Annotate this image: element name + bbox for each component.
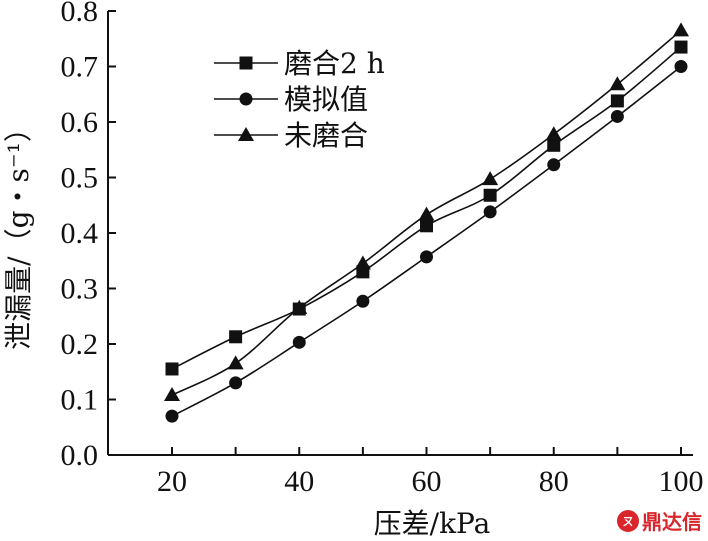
data-point-triangle (354, 255, 371, 270)
legend-label: 模拟值 (284, 83, 368, 116)
data-point-triangle (609, 76, 626, 91)
x-tick-label: 20 (157, 465, 187, 498)
data-point-circle (547, 158, 561, 172)
data-point-circle (292, 335, 306, 349)
data-point-circle (165, 409, 179, 423)
data-point-circle (483, 205, 497, 219)
series-line-circle (171, 65, 682, 417)
data-point-triangle (482, 171, 499, 186)
y-tick-label: 0.5 (61, 162, 99, 195)
data-point-square (674, 40, 688, 54)
x-tick-label: 100 (659, 465, 704, 498)
watermark-text: 鼎达信 (642, 510, 702, 534)
y-tick-label: 0.4 (61, 217, 99, 250)
watermark-logo: ㄡ 鼎达信 (617, 506, 702, 535)
y-tick-label: 0.1 (61, 384, 99, 417)
y-tick-label: 0.2 (61, 328, 99, 361)
y-tick-label: 0.3 (61, 273, 99, 306)
data-point-circle (610, 109, 624, 123)
legend-label: 未磨合 (284, 119, 368, 152)
x-tick-label: 80 (539, 465, 569, 498)
x-axis-label: 压差/kPa (374, 507, 491, 540)
x-tick-label: 40 (284, 465, 314, 498)
y-tick-label: 0.0 (61, 439, 99, 472)
data-point-triangle (545, 126, 562, 141)
data-point-triangle (227, 355, 244, 370)
y-tick-label: 0.6 (61, 106, 99, 139)
data-point-triangle (291, 299, 308, 314)
x-tick-label: 60 (412, 465, 442, 498)
legend-marker-circle (239, 92, 253, 106)
data-point-triangle (164, 387, 180, 402)
legend-label: 磨合2 h (284, 47, 385, 80)
data-point-circle (674, 60, 688, 73)
y-axis-label: 泄漏量/（g・s⁻¹） (2, 114, 35, 350)
data-point-square (610, 94, 624, 108)
data-point-square (229, 330, 243, 344)
y-tick-label: 0.7 (61, 51, 99, 84)
watermark-badge-icon: ㄡ (617, 509, 639, 532)
data-point-square (165, 362, 179, 376)
data-point-circle (420, 250, 433, 264)
data-point-square (547, 138, 561, 152)
legend-marker-triangle (238, 127, 254, 141)
data-point-circle (356, 294, 370, 308)
data-point-triangle (418, 206, 435, 221)
data-point-square (420, 219, 433, 233)
series-markers (164, 22, 689, 423)
x-ticks: 20 40 60 80 100 (157, 447, 704, 498)
legend-marker-square (239, 56, 253, 70)
data-point-square (483, 188, 497, 202)
y-tick-label: 0.8 (61, 0, 99, 28)
data-point-circle (229, 376, 243, 390)
y-ticks: 0.0 0.1 0.2 0.3 0.4 0.5 0.6 0.7 0.8 (61, 0, 116, 472)
data-point-triangle (673, 22, 689, 37)
